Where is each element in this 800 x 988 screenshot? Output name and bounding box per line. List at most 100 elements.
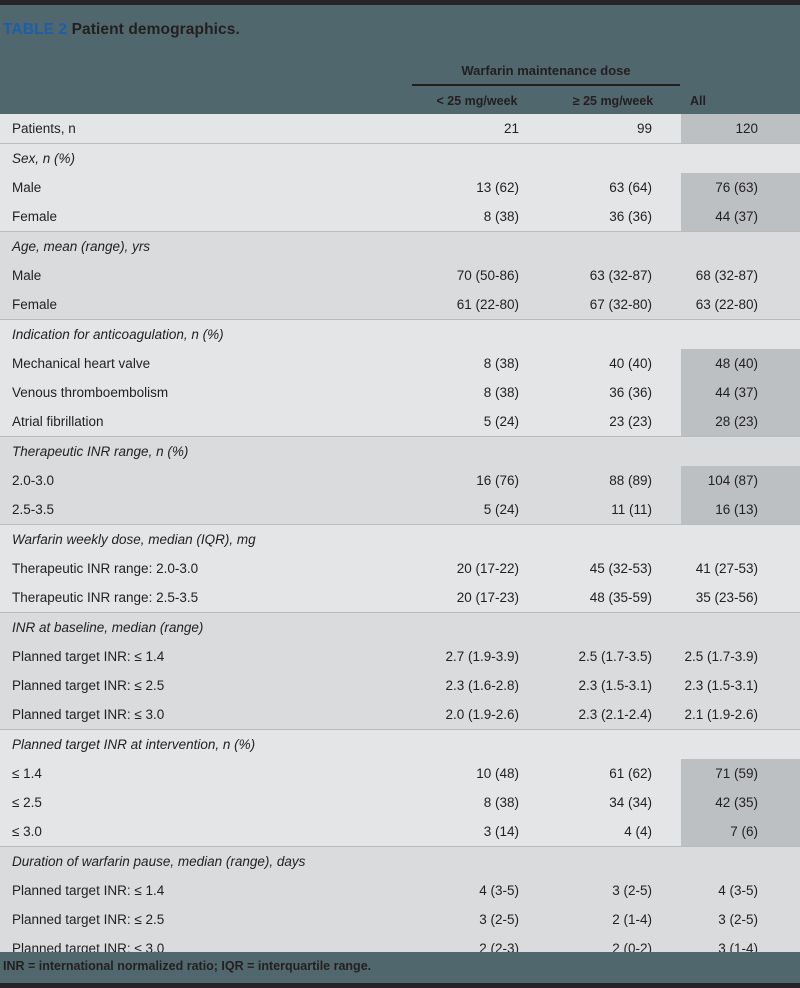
row-label: Venous thromboembolism — [0, 378, 412, 407]
section-spacer-cell — [412, 436, 548, 466]
cell-all: 76 (63) — [681, 173, 800, 202]
table-section-row: Indication for anticoagulation, n (%) — [0, 319, 800, 349]
table-footnote: INR = international normalized ratio; IQ… — [3, 959, 372, 973]
section-heading: Planned target INR at intervention, n (%… — [0, 729, 412, 759]
column-header-all: All — [690, 94, 706, 108]
section-heading: Sex, n (%) — [0, 143, 412, 173]
table-section-row: Sex, n (%) — [0, 143, 800, 173]
section-spacer-cell — [681, 319, 800, 349]
table-row: ≤ 2.5 8 (38) 34 (34) 42 (35) — [0, 788, 800, 817]
cell-all: 2.3 (1.5-3.1) — [681, 671, 800, 700]
cell-high-dose: 36 (36) — [548, 202, 681, 232]
section-spacer-cell — [681, 612, 800, 642]
row-label: ≤ 2.5 — [0, 788, 412, 817]
cell-low-dose: 5 (24) — [412, 407, 548, 437]
cell-all: 28 (23) — [681, 407, 800, 437]
cell-high-dose: 45 (32-53) — [548, 554, 681, 583]
cell-high-dose: 36 (36) — [548, 378, 681, 407]
cell-all: 3 (2-5) — [681, 905, 800, 934]
section-spacer-cell — [412, 319, 548, 349]
cell-high-dose: 88 (89) — [548, 466, 681, 495]
table-row: Male 70 (50-86) 63 (32-87) 68 (32-87) — [0, 261, 800, 290]
table-row: Therapeutic INR range: 2.5-3.5 20 (17-23)… — [0, 583, 800, 613]
row-label: ≤ 1.4 — [0, 759, 412, 788]
section-heading: Age, mean (range), yrs — [0, 231, 412, 261]
table-header-band: TABLE 2 Patient demographics. Warfarin m… — [0, 5, 800, 114]
table-row: Male 13 (62) 63 (64) 76 (63) — [0, 173, 800, 202]
row-label: Planned target INR: ≤ 3.0 — [0, 700, 412, 730]
table-row: Female 8 (38) 36 (36) 44 (37) — [0, 202, 800, 232]
cell-all: 2.1 (1.9-2.6) — [681, 700, 800, 730]
cell-all: 2.5 (1.7-3.9) — [681, 642, 800, 671]
table-section-row: Therapeutic INR range, n (%) — [0, 436, 800, 466]
section-spacer-cell — [548, 436, 681, 466]
section-spacer-cell — [412, 846, 548, 876]
table-caption: Patient demographics. — [71, 21, 240, 38]
cell-all: 16 (13) — [681, 495, 800, 525]
cell-high-dose: 34 (34) — [548, 788, 681, 817]
cell-high-dose: 11 (11) — [548, 495, 681, 525]
table-number-label: TABLE 2 — [3, 21, 68, 38]
cell-low-dose: 2.0 (1.9-2.6) — [412, 700, 548, 730]
cell-low-dose: 20 (17-23) — [412, 583, 548, 613]
section-spacer-cell — [412, 524, 548, 554]
cell-all: 44 (37) — [681, 378, 800, 407]
cell-low-dose: 8 (38) — [412, 378, 548, 407]
row-label: Planned target INR: ≤ 2.5 — [0, 905, 412, 934]
cell-high-dose: 2 (1-4) — [548, 905, 681, 934]
section-spacer-cell — [681, 729, 800, 759]
cell-high-dose: 67 (32-80) — [548, 290, 681, 320]
table-title: TABLE 2 Patient demographics. — [3, 21, 240, 39]
cell-high-dose: 4 (4) — [548, 817, 681, 847]
row-label: Therapeutic INR range: 2.5-3.5 — [0, 583, 412, 613]
cell-low-dose: 13 (62) — [412, 173, 548, 202]
row-label: Atrial fibrillation — [0, 407, 412, 437]
cell-all: 4 (3-5) — [681, 876, 800, 905]
cell-low-dose: 4 (3-5) — [412, 876, 548, 905]
cell-all: 71 (59) — [681, 759, 800, 788]
column-header-low-dose: < 25 mg/week — [436, 94, 518, 108]
cell-all: 120 — [681, 114, 800, 144]
section-heading: INR at baseline, median (range) — [0, 612, 412, 642]
cell-high-dose: 99 — [548, 114, 681, 144]
row-label: Male — [0, 261, 412, 290]
section-heading: Warfarin weekly dose, median (IQR), mg — [0, 524, 412, 554]
table-body: Patients, n 21 99 120 Sex, n (%) Male 13 (62) 6… — [0, 114, 800, 963]
cell-low-dose: 70 (50-86) — [412, 261, 548, 290]
section-spacer-cell — [548, 612, 681, 642]
table-section-row: Age, mean (range), yrs — [0, 231, 800, 261]
cell-low-dose: 3 (14) — [412, 817, 548, 847]
cell-low-dose: 8 (38) — [412, 349, 548, 378]
cell-low-dose: 61 (22-80) — [412, 290, 548, 320]
table-section-row: Duration of warfarin pause, median (rang… — [0, 846, 800, 876]
table-section-row: Planned target INR at intervention, n (%… — [0, 729, 800, 759]
section-spacer-cell — [548, 846, 681, 876]
section-spacer-cell — [548, 143, 681, 173]
table-row: Atrial fibrillation 5 (24) 23 (23) 28 (23) — [0, 407, 800, 437]
section-spacer-cell — [548, 319, 681, 349]
cell-all: 48 (40) — [681, 349, 800, 378]
table-row: Mechanical heart valve 8 (38) 40 (40) 48 (4… — [0, 349, 800, 378]
cell-high-dose: 63 (32-87) — [548, 261, 681, 290]
cell-all: 35 (23-56) — [681, 583, 800, 613]
table-row: 2.0-3.0 16 (76) 88 (89) 104 (87) — [0, 466, 800, 495]
row-label: Planned target INR: ≤ 1.4 — [0, 642, 412, 671]
row-label: ≤ 3.0 — [0, 817, 412, 847]
cell-high-dose: 40 (40) — [548, 349, 681, 378]
demographics-table: Patients, n 21 99 120 Sex, n (%) Male 13 (62) 6… — [0, 114, 800, 963]
table-row: Planned target INR: ≤ 1.4 2.7 (1.9-3.9) 2.… — [0, 642, 800, 671]
cell-all: 7 (6) — [681, 817, 800, 847]
cell-low-dose: 2.3 (1.6-2.8) — [412, 671, 548, 700]
column-header-high-dose: ≥ 25 mg/week — [572, 94, 654, 108]
row-label: 2.5-3.5 — [0, 495, 412, 525]
cell-low-dose: 8 (38) — [412, 202, 548, 232]
section-spacer-cell — [681, 231, 800, 261]
cell-high-dose: 23 (23) — [548, 407, 681, 437]
table-row: 2.5-3.5 5 (24) 11 (11) 16 (13) — [0, 495, 800, 525]
cell-low-dose: 8 (38) — [412, 788, 548, 817]
cell-low-dose: 2.7 (1.9-3.9) — [412, 642, 548, 671]
table-row: Female 61 (22-80) 67 (32-80) 63 (22-80) — [0, 290, 800, 320]
cell-high-dose: 48 (35-59) — [548, 583, 681, 613]
cell-all: 104 (87) — [681, 466, 800, 495]
